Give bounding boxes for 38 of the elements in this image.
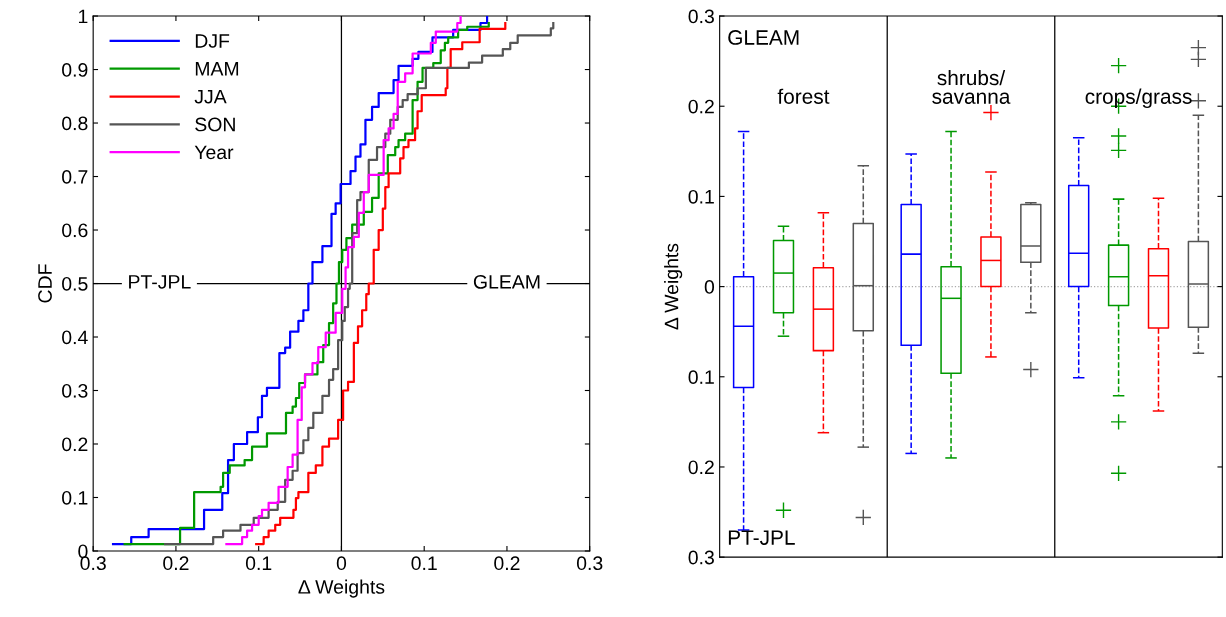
y-tick-label: 0 [704, 280, 715, 294]
y-tick-label: 0.1 [688, 370, 714, 385]
x-axis-title: Δ Weights [298, 579, 385, 598]
x-tick-label: 0.2 [163, 556, 189, 571]
y-tick-label: 0.9 [62, 63, 88, 77]
x-tick-label: 0.1 [245, 556, 272, 571]
y-axis-title: CDF [38, 264, 52, 303]
y-tick-label: 0.2 [688, 99, 714, 114]
legend-label: DJF [195, 34, 230, 48]
y-tick-label: 0.1 [688, 189, 714, 204]
x-tick-label: 0.1 [411, 556, 437, 571]
y-tick-label: 0.4 [62, 330, 88, 345]
annotation: PT-JPL [129, 275, 191, 289]
x-tick-label: 0.2 [494, 556, 520, 571]
y-tick-label: 0.6 [62, 223, 88, 238]
y-tick-label: 0.3 [688, 9, 714, 24]
legend-label: JJA [194, 89, 227, 104]
y-tick-label: 0.1 [62, 490, 88, 505]
x-tick-label: shrubs/ savanna [932, 69, 1011, 104]
legend-label: MAM [195, 62, 239, 76]
y-tick-label: 1 [78, 9, 88, 24]
annotation: GLEAM [473, 274, 540, 289]
annotation: GLEAM [728, 30, 799, 45]
x-tick-label: crops/grass [1085, 88, 1192, 109]
y-tick-label: 0.5 [62, 276, 88, 291]
x-tick-label: forest [777, 88, 830, 104]
x-tick-label: 0 [336, 556, 347, 571]
y-tick-label: 0.2 [62, 437, 88, 452]
y-tick-label: 0.8 [62, 116, 88, 131]
legend-label: Year [194, 145, 234, 160]
y-tick-label: 0 [78, 544, 88, 559]
y-tick-label: 0.3 [62, 383, 88, 398]
y-axis-title: Δ Weights [664, 243, 683, 330]
legend-label: SON [195, 117, 235, 132]
annotation: PT-JPL [728, 530, 795, 545]
y-tick-label: 0.7 [62, 169, 88, 184]
x-tick-label: 0.3 [576, 556, 603, 571]
y-tick-label: 0.2 [688, 460, 714, 475]
